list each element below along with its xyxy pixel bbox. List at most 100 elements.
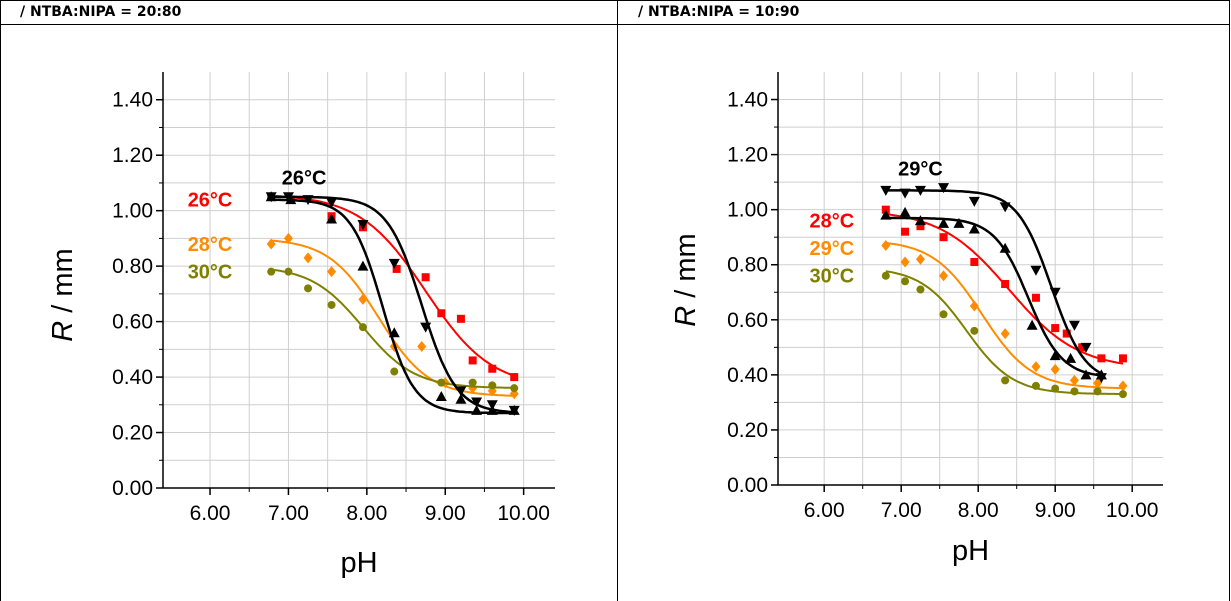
y-axis-label: R / mm <box>47 248 79 341</box>
data-point <box>1051 324 1060 333</box>
data-point <box>881 239 891 251</box>
data-point <box>1097 354 1106 363</box>
data-point <box>357 260 369 271</box>
data-point <box>283 232 293 244</box>
data-point <box>1051 384 1060 393</box>
data-point <box>968 196 980 207</box>
data-point <box>437 378 446 387</box>
y-tick-label: 1.20 <box>112 144 153 167</box>
x-tick-label: 6.00 <box>804 499 845 522</box>
data-point <box>915 253 925 265</box>
data-point <box>1118 390 1127 399</box>
data-point <box>953 217 965 228</box>
data-point <box>1118 380 1128 392</box>
data-point <box>420 322 432 333</box>
data-point <box>1068 320 1080 331</box>
frame-border-right <box>1229 0 1230 601</box>
data-point <box>1031 293 1040 302</box>
data-point <box>417 341 427 353</box>
y-tick-label: 0.80 <box>112 255 153 278</box>
x-tick-label: 7.00 <box>268 502 309 525</box>
data-point <box>471 397 483 408</box>
panel-header-right: / NTBA:NIPA = 10:90 <box>638 4 800 20</box>
data-point <box>303 252 313 264</box>
data-point <box>1095 373 1107 384</box>
panel-header-left: / NTBA:NIPA = 20:80 <box>20 4 182 20</box>
temperature-label: 26°C <box>282 167 327 189</box>
data-point <box>488 364 497 373</box>
data-point <box>388 258 400 269</box>
x-tick-label: 6.00 <box>190 502 231 525</box>
data-point <box>938 217 950 228</box>
y-tick-label: 0.40 <box>112 366 153 389</box>
data-point <box>1001 376 1010 385</box>
x-tick-label: 7.00 <box>881 499 922 522</box>
data-point <box>267 267 276 276</box>
data-point <box>358 323 367 332</box>
data-point <box>1030 265 1042 276</box>
data-point <box>999 202 1011 213</box>
data-point <box>265 192 277 203</box>
frame-border-middle <box>617 0 618 601</box>
y-tick-label: 1.00 <box>112 200 153 223</box>
data-point <box>1069 374 1079 386</box>
x-axis-label: pH <box>340 547 377 579</box>
data-point <box>1070 387 1079 396</box>
data-point <box>302 195 314 206</box>
data-point <box>1118 354 1127 363</box>
y-tick-label: 0.20 <box>112 422 153 445</box>
data-point <box>455 386 467 397</box>
data-point <box>326 213 338 224</box>
y-tick-label: 1.40 <box>112 89 153 112</box>
fit-curve <box>885 216 1102 377</box>
data-point <box>939 310 948 319</box>
data-point <box>899 188 911 199</box>
data-point <box>938 183 950 194</box>
data-point <box>939 233 948 242</box>
data-point <box>900 256 910 268</box>
y-tick-label: 0.00 <box>112 477 153 500</box>
temperature-label: 28°C <box>188 234 233 256</box>
data-point <box>357 220 369 231</box>
data-point <box>468 378 477 387</box>
data-point <box>327 266 337 278</box>
data-point <box>914 185 926 196</box>
temperature-label: 30°C <box>188 262 233 284</box>
fit-curve <box>885 270 1123 395</box>
data-point <box>471 404 483 415</box>
y-tick-label: 0.00 <box>727 474 768 497</box>
data-point <box>881 271 890 280</box>
data-point <box>304 284 313 293</box>
data-point <box>326 197 338 208</box>
data-point <box>437 309 446 318</box>
data-point <box>510 373 519 382</box>
data-point <box>1065 352 1077 363</box>
frame-border-top <box>0 0 1230 1</box>
data-point <box>282 192 294 203</box>
y-tick-label: 1.40 <box>727 89 768 112</box>
data-point <box>899 206 911 217</box>
data-point <box>388 327 400 338</box>
y-tick-label: 0.20 <box>727 419 768 442</box>
data-point <box>468 356 477 365</box>
x-tick-label: 10.00 <box>1106 499 1159 522</box>
data-point <box>327 300 336 309</box>
data-point <box>1078 343 1087 352</box>
data-point <box>901 227 910 236</box>
data-point <box>1093 387 1102 396</box>
temperature-label: 29°C <box>898 158 943 180</box>
y-tick-label: 0.40 <box>727 364 768 387</box>
data-point <box>435 390 447 401</box>
y-tick-label: 1.20 <box>727 144 768 167</box>
chart-left: 6.00 7.00 8.00 9.00 10.00 0.00 0.20 0.40 0.60 0.8… <box>47 72 555 579</box>
temperature-label: 28°C <box>810 211 855 233</box>
data-point <box>880 185 892 196</box>
y-tick-label: 0.60 <box>112 311 153 334</box>
data-point <box>1093 377 1103 389</box>
y-tick-label: 1.00 <box>727 199 768 222</box>
header-divider <box>0 24 1230 25</box>
data-point <box>358 293 368 305</box>
x-tick-label: 9.00 <box>425 502 466 525</box>
